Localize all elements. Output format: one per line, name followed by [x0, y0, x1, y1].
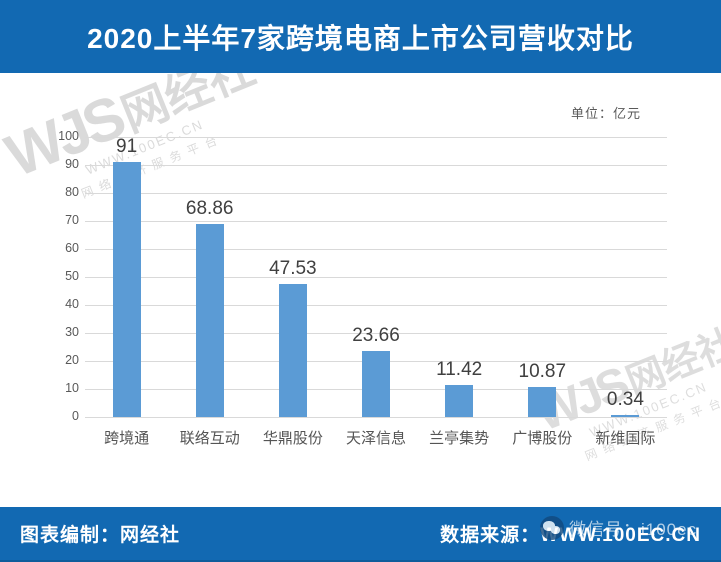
category-label: 广博股份 — [512, 430, 573, 447]
y-axis-tick: 90 — [65, 157, 79, 171]
y-axis-tick: 60 — [65, 241, 79, 255]
y-axis-tick: 80 — [65, 185, 79, 199]
bar — [611, 415, 640, 417]
value-label: 10.87 — [518, 360, 567, 382]
gridline — [85, 276, 667, 278]
value-label: 0.34 — [606, 389, 644, 410]
category-label: 联络互动 — [179, 430, 240, 447]
value-label: 11.42 — [436, 359, 483, 381]
bar — [445, 385, 474, 417]
value-label: 68.86 — [185, 198, 234, 220]
category-label: 华鼎股份 — [262, 430, 323, 447]
category-label: 新维国际 — [595, 430, 656, 447]
wechat-watermark: 微信号：i100ec — [540, 515, 697, 540]
wechat-id: 微信号：i100ec — [569, 520, 698, 539]
chart-area: WJS网经社 WWW.100EC.CN 网络经济服务平台 WJS网经社 WWW.… — [0, 73, 721, 507]
bar — [112, 162, 141, 417]
bar — [278, 283, 307, 417]
category-label: 跨境通 — [104, 430, 150, 447]
title-banner: 2020上半年7家跨境电商上市公司营收对比 — [0, 0, 721, 73]
gridline — [85, 332, 667, 334]
y-axis-tick: 10 — [65, 381, 79, 395]
gridline — [85, 192, 667, 194]
plot-area: 0 10 20 30 40 50 60 70 80 90 100 91 跨境通 68.86 联络互动 47.5… — [58, 129, 667, 447]
value-label: 23.66 — [352, 324, 400, 346]
chart-credit: 图表编制：网经社 — [20, 525, 181, 546]
gridline — [85, 220, 667, 222]
value-label: 47.53 — [269, 257, 317, 279]
bar — [362, 350, 390, 417]
category-label: 天泽信息 — [345, 430, 406, 447]
gridline — [85, 416, 667, 418]
bar — [195, 224, 224, 417]
wechat-icon — [540, 515, 564, 540]
y-axis-tick: 20 — [65, 353, 79, 367]
y-axis-tick: 50 — [65, 269, 79, 283]
gridline — [85, 304, 667, 306]
bar — [528, 386, 557, 417]
category-label: 兰亭集势 — [429, 430, 490, 447]
unit-label: 单位：亿元 — [570, 106, 641, 121]
data-source: 数据来源：WWW.100EC.CN — [440, 525, 701, 546]
y-axis-tick: 100 — [58, 129, 79, 143]
y-axis-tick: 30 — [65, 325, 79, 339]
gridline — [85, 248, 667, 250]
value-label: 91 — [116, 136, 138, 158]
page-title: 2020上半年7家跨境电商上市公司营收对比 — [87, 22, 634, 54]
gridline — [85, 164, 667, 166]
y-axis-tick: 40 — [65, 297, 79, 311]
footer-banner: 图表编制：网经社 数据来源：WWW.100EC.CN 微信号：i100ec — [0, 507, 721, 562]
gridline — [85, 136, 667, 138]
y-axis-tick: 0 — [72, 409, 79, 423]
y-axis-tick: 70 — [65, 213, 79, 227]
